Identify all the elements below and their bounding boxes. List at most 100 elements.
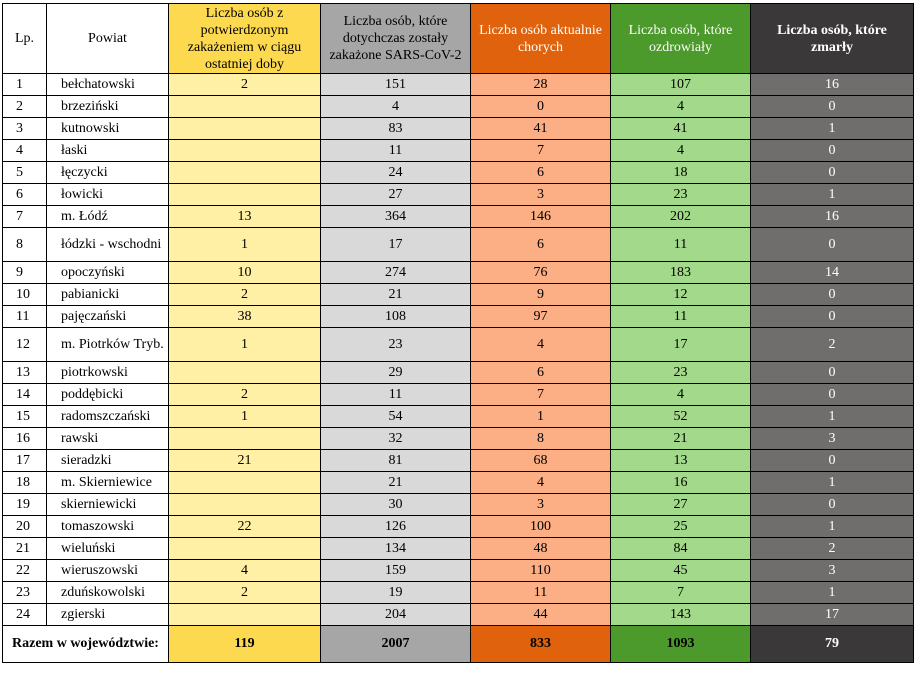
cell-powiat: m. Skierniewice — [46, 471, 169, 494]
cell-powiat: pajęczański — [46, 305, 169, 328]
cell-active-cases: 41 — [470, 117, 611, 140]
cell-deaths: 1 — [750, 117, 914, 140]
cell-active-cases: 0 — [470, 95, 611, 118]
table-row: 8 łódzki - wschodni 1 17 6 11 0 — [2, 227, 914, 262]
table-row: 22 wieruszowski 4 159 110 45 3 — [2, 559, 914, 582]
cell-powiat: łaski — [46, 139, 169, 162]
cell-total-cases: 151 — [320, 73, 471, 96]
cell-recovered: 202 — [610, 205, 751, 228]
cell-total-cases: 54 — [320, 405, 471, 428]
cell-deaths: 1 — [750, 405, 914, 428]
cell-total-cases: 83 — [320, 117, 471, 140]
cell-lp: 15 — [2, 405, 47, 428]
cell-deaths: 0 — [750, 449, 914, 472]
cell-active-cases: 7 — [470, 383, 611, 406]
cell-total-cases: 274 — [320, 261, 471, 284]
cell-new-cases — [168, 493, 321, 516]
cell-new-cases: 2 — [168, 283, 321, 306]
table-row: 24 zgierski 204 44 143 17 — [2, 603, 914, 626]
cell-active-cases: 97 — [470, 305, 611, 328]
cell-powiat: tomaszowski — [46, 515, 169, 538]
cell-new-cases — [168, 117, 321, 140]
cell-total-cases: 21 — [320, 283, 471, 306]
cell-new-cases — [168, 95, 321, 118]
cell-recovered: 143 — [610, 603, 751, 626]
cell-total-cases: 19 — [320, 581, 471, 604]
cell-recovered: 11 — [610, 305, 751, 328]
totals-total-cases: 2007 — [320, 625, 471, 663]
cell-active-cases: 4 — [470, 471, 611, 494]
cell-recovered: 25 — [610, 515, 751, 538]
cell-deaths: 3 — [750, 427, 914, 450]
cell-new-cases: 21 — [168, 449, 321, 472]
table-body: 1 bełchatowski 2 151 28 107 16 2 brzeziński 4 0 4 0 3… — [2, 73, 914, 626]
cell-total-cases: 126 — [320, 515, 471, 538]
cell-lp: 17 — [2, 449, 47, 472]
cell-new-cases: 1 — [168, 327, 321, 362]
cell-total-cases: 27 — [320, 183, 471, 206]
table-row: 18 m. Skierniewice 21 4 16 1 — [2, 471, 914, 494]
cell-active-cases: 6 — [470, 161, 611, 184]
cell-active-cases: 110 — [470, 559, 611, 582]
cell-total-cases: 159 — [320, 559, 471, 582]
cell-recovered: 23 — [610, 361, 751, 384]
cell-powiat: rawski — [46, 427, 169, 450]
header-recovered: Liczba osób, które ozdrowiały — [610, 3, 751, 74]
cell-lp: 14 — [2, 383, 47, 406]
cell-total-cases: 29 — [320, 361, 471, 384]
table-row: 9 opoczyński 10 274 76 183 14 — [2, 261, 914, 284]
header-row: Lp. Powiat Liczba osób z potwierdzonym z… — [2, 3, 914, 74]
cell-lp: 13 — [2, 361, 47, 384]
cell-recovered: 4 — [610, 95, 751, 118]
cell-deaths: 16 — [750, 73, 914, 96]
cell-recovered: 107 — [610, 73, 751, 96]
cell-recovered: 4 — [610, 139, 751, 162]
cell-total-cases: 108 — [320, 305, 471, 328]
cell-active-cases: 1 — [470, 405, 611, 428]
cell-powiat: poddębicki — [46, 383, 169, 406]
totals-label: Razem w województwie: — [2, 625, 169, 663]
cell-powiat: brzeziński — [46, 95, 169, 118]
cell-active-cases: 48 — [470, 537, 611, 560]
table-row: 11 pajęczański 38 108 97 11 0 — [2, 305, 914, 328]
cell-powiat: zgierski — [46, 603, 169, 626]
cell-recovered: 21 — [610, 427, 751, 450]
header-powiat: Powiat — [46, 3, 169, 74]
cell-deaths: 0 — [750, 227, 914, 262]
table-row: 13 piotrkowski 29 6 23 0 — [2, 361, 914, 384]
table-row: 15 radomszczański 1 54 1 52 1 — [2, 405, 914, 428]
cell-lp: 23 — [2, 581, 47, 604]
cell-lp: 10 — [2, 283, 47, 306]
cell-lp: 11 — [2, 305, 47, 328]
cell-recovered: 183 — [610, 261, 751, 284]
cell-active-cases: 3 — [470, 183, 611, 206]
cell-active-cases: 6 — [470, 361, 611, 384]
table-row: 5 łęczycki 24 6 18 0 — [2, 161, 914, 184]
cell-active-cases: 100 — [470, 515, 611, 538]
cell-lp: 19 — [2, 493, 47, 516]
cell-new-cases — [168, 603, 321, 626]
cell-powiat: łęczycki — [46, 161, 169, 184]
cell-deaths: 0 — [750, 139, 914, 162]
cell-lp: 3 — [2, 117, 47, 140]
cell-powiat: skierniewicki — [46, 493, 169, 516]
cell-active-cases: 76 — [470, 261, 611, 284]
cell-lp: 21 — [2, 537, 47, 560]
cell-deaths: 3 — [750, 559, 914, 582]
cell-active-cases: 8 — [470, 427, 611, 450]
header-deaths: Liczba osób, które zmarły — [750, 3, 914, 74]
cell-new-cases: 38 — [168, 305, 321, 328]
cell-deaths: 2 — [750, 327, 914, 362]
cell-recovered: 45 — [610, 559, 751, 582]
totals-new-cases: 119 — [168, 625, 321, 663]
cell-lp: 12 — [2, 327, 47, 362]
cell-powiat: zduńskowolski — [46, 581, 169, 604]
table-row: 19 skierniewicki 30 3 27 0 — [2, 493, 914, 516]
cell-deaths: 1 — [750, 581, 914, 604]
cell-active-cases: 28 — [470, 73, 611, 96]
cell-powiat: opoczyński — [46, 261, 169, 284]
cell-active-cases: 7 — [470, 139, 611, 162]
totals-recovered: 1093 — [610, 625, 751, 663]
cell-powiat: łódzki - wschodni — [46, 227, 169, 262]
cell-recovered: 52 — [610, 405, 751, 428]
